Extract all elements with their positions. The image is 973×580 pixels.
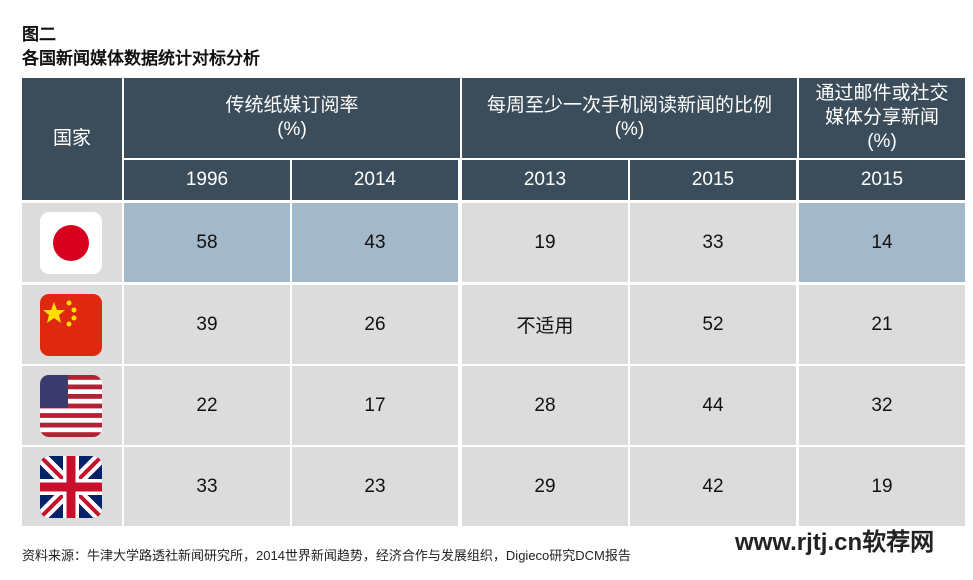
flag-usa xyxy=(40,375,102,437)
cell: 21 xyxy=(799,285,965,364)
page-title: 各国新闻媒体数据统计对标分析 xyxy=(22,49,260,68)
cell: 43 xyxy=(292,203,458,282)
flag-cell xyxy=(22,447,122,526)
cell: 17 xyxy=(292,366,458,445)
cell: 28 xyxy=(462,366,628,445)
year-header: 1996 xyxy=(124,160,290,200)
flag-uk xyxy=(40,456,102,518)
flag-japan xyxy=(40,212,102,274)
flag-china xyxy=(40,294,102,356)
watermark: www.rjtj.cn软荐网 xyxy=(735,529,935,556)
source-note: 资料来源：牛津大学路透社新闻研究所，2014世界新闻趋势，经济合作与发展组织，D… xyxy=(22,548,631,563)
cell: 29 xyxy=(462,447,628,526)
year-header: 2015 xyxy=(799,160,965,200)
year-header: 2013 xyxy=(462,160,628,200)
flag-cell xyxy=(22,203,122,282)
figure-label: 图二 xyxy=(22,25,56,44)
header-text: 国家 xyxy=(52,128,91,149)
header-text: 传统纸媒订阅率 xyxy=(225,95,359,116)
flag-cell xyxy=(22,285,122,364)
cell: 52 xyxy=(630,285,796,364)
country-header: 国家 xyxy=(22,78,122,200)
cell: 22 xyxy=(124,366,290,445)
cell: 58 xyxy=(124,203,290,282)
cell: 14 xyxy=(799,203,965,282)
cell: 19 xyxy=(462,203,628,282)
cell: 不适用 xyxy=(462,285,628,364)
header-unit: (%) xyxy=(867,131,897,152)
cell: 23 xyxy=(292,447,458,526)
group-header: 通过邮件或社交媒体分享新闻 (%) xyxy=(799,78,965,158)
cell: 33 xyxy=(124,447,290,526)
group-header: 传统纸媒订阅率 (%) xyxy=(124,78,460,158)
cell: 32 xyxy=(799,366,965,445)
header-text: 通过邮件或社交媒体分享新闻 xyxy=(815,83,949,128)
cell: 33 xyxy=(630,203,796,282)
cell: 42 xyxy=(630,447,796,526)
year-header: 2014 xyxy=(292,160,458,200)
cell: 44 xyxy=(630,366,796,445)
cell: 19 xyxy=(799,447,965,526)
header-unit: (%) xyxy=(614,119,645,140)
header-unit: (%) xyxy=(277,119,307,140)
flag-cell xyxy=(22,366,122,445)
year-header: 2015 xyxy=(630,160,796,200)
cell: 26 xyxy=(292,285,458,364)
header-text: 每周至少一次手机阅读新闻的比例 xyxy=(486,95,772,116)
group-header: 每周至少一次手机阅读新闻的比例 (%) xyxy=(462,78,797,158)
cell: 39 xyxy=(124,285,290,364)
